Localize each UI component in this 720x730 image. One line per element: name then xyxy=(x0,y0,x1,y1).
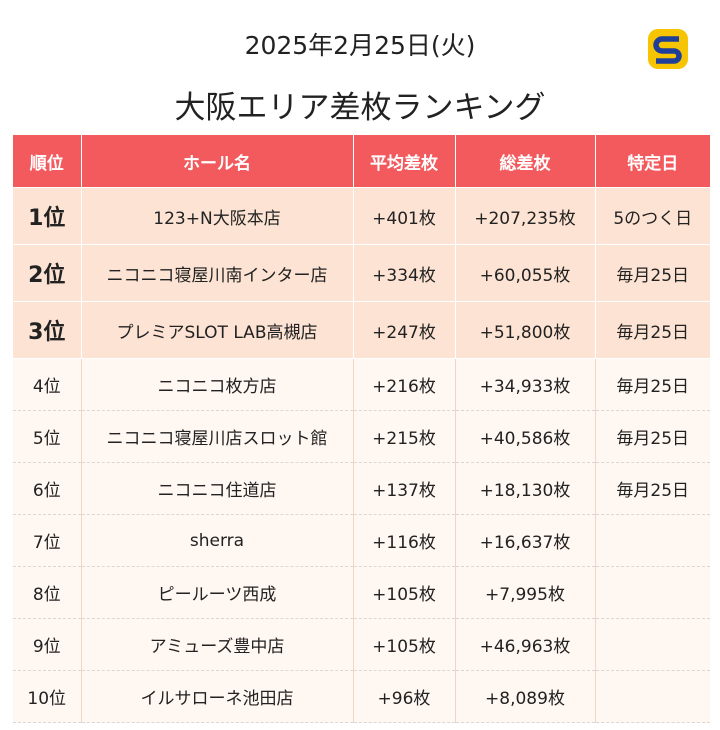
avg-cell: +247枚 xyxy=(353,301,456,359)
special-cell xyxy=(595,618,710,671)
ranking-table: 順位 ホール名 平均差枚 総差枚 特定日 1位 123+N大阪本店 +401枚 … xyxy=(13,135,710,723)
total-cell: +40,586枚 xyxy=(455,410,596,463)
total-cell: +18,130枚 xyxy=(455,462,596,515)
rank-cell: 3位 xyxy=(13,301,82,359)
total-cell: +60,055枚 xyxy=(455,244,596,302)
rank-cell: 8位 xyxy=(13,566,82,619)
header-avg: 平均差枚 xyxy=(353,135,456,188)
table-row: 8位 ピールーツ西成 +105枚 +7,995枚 xyxy=(13,566,710,619)
hall-cell: ニコニコ寝屋川店スロット館 xyxy=(81,410,354,463)
header-hall: ホール名 xyxy=(81,135,354,188)
header-rank: 順位 xyxy=(13,135,82,188)
avg-cell: +401枚 xyxy=(353,187,456,245)
total-cell: +34,933枚 xyxy=(455,358,596,411)
special-cell xyxy=(595,670,710,723)
special-cell: 毎月25日 xyxy=(595,358,710,411)
avg-cell: +96枚 xyxy=(353,670,456,723)
special-cell: 毎月25日 xyxy=(595,462,710,515)
table-row: 9位 アミューズ豊中店 +105枚 +46,963枚 xyxy=(13,618,710,671)
table-row: 1位 123+N大阪本店 +401枚 +207,235枚 5のつく日 xyxy=(13,187,710,245)
total-cell: +46,963枚 xyxy=(455,618,596,671)
rank-cell: 1位 xyxy=(13,187,82,245)
special-cell xyxy=(595,566,710,619)
avg-cell: +216枚 xyxy=(353,358,456,411)
s-logo-icon xyxy=(648,29,688,69)
table-row: 5位 ニコニコ寝屋川店スロット館 +215枚 +40,586枚 毎月25日 xyxy=(13,410,710,463)
hall-cell: ニコニコ枚方店 xyxy=(81,358,354,411)
page-title: 大阪エリア差枚ランキング xyxy=(174,90,546,126)
special-cell: 5のつく日 xyxy=(595,187,710,245)
rank-cell: 7位 xyxy=(13,514,82,567)
special-cell: 毎月25日 xyxy=(595,244,710,302)
table-row: 7位 sherra +116枚 +16,637枚 xyxy=(13,514,710,567)
special-cell: 毎月25日 xyxy=(595,301,710,359)
table-header-row: 順位 ホール名 平均差枚 総差枚 特定日 xyxy=(13,135,710,188)
special-cell xyxy=(595,514,710,567)
hall-cell: ニコニコ住道店 xyxy=(81,462,354,515)
table-row: 3位 プレミアSLOT LAB高槻店 +247枚 +51,800枚 毎月25日 xyxy=(13,301,710,359)
total-cell: +16,637枚 xyxy=(455,514,596,567)
avg-cell: +105枚 xyxy=(353,618,456,671)
rank-cell: 5位 xyxy=(13,410,82,463)
date-heading: 2025年2月25日(火) xyxy=(244,31,476,60)
avg-cell: +334枚 xyxy=(353,244,456,302)
rank-cell: 10位 xyxy=(13,670,82,723)
header-total: 総差枚 xyxy=(455,135,596,188)
hall-cell: ピールーツ西成 xyxy=(81,566,354,619)
table-row: 4位 ニコニコ枚方店 +216枚 +34,933枚 毎月25日 xyxy=(13,358,710,411)
total-cell: +7,995枚 xyxy=(455,566,596,619)
total-cell: +8,089枚 xyxy=(455,670,596,723)
rank-cell: 6位 xyxy=(13,462,82,515)
rank-cell: 2位 xyxy=(13,244,82,302)
table-row: 10位 イルサローネ池田店 +96枚 +8,089枚 xyxy=(13,670,710,723)
hall-cell: sherra xyxy=(81,514,354,567)
avg-cell: +105枚 xyxy=(353,566,456,619)
hall-cell: アミューズ豊中店 xyxy=(81,618,354,671)
special-cell: 毎月25日 xyxy=(595,410,710,463)
hall-cell: プレミアSLOT LAB高槻店 xyxy=(81,301,354,359)
header-special: 特定日 xyxy=(595,135,710,188)
avg-cell: +215枚 xyxy=(353,410,456,463)
rank-cell: 4位 xyxy=(13,358,82,411)
hall-cell: イルサローネ池田店 xyxy=(81,670,354,723)
avg-cell: +137枚 xyxy=(353,462,456,515)
table-row: 2位 ニコニコ寝屋川南インター店 +334枚 +60,055枚 毎月25日 xyxy=(13,244,710,302)
total-cell: +207,235枚 xyxy=(455,187,596,245)
avg-cell: +116枚 xyxy=(353,514,456,567)
hall-cell: 123+N大阪本店 xyxy=(81,187,354,245)
total-cell: +51,800枚 xyxy=(455,301,596,359)
hall-cell: ニコニコ寝屋川南インター店 xyxy=(81,244,354,302)
table-row: 6位 ニコニコ住道店 +137枚 +18,130枚 毎月25日 xyxy=(13,462,710,515)
rank-cell: 9位 xyxy=(13,618,82,671)
